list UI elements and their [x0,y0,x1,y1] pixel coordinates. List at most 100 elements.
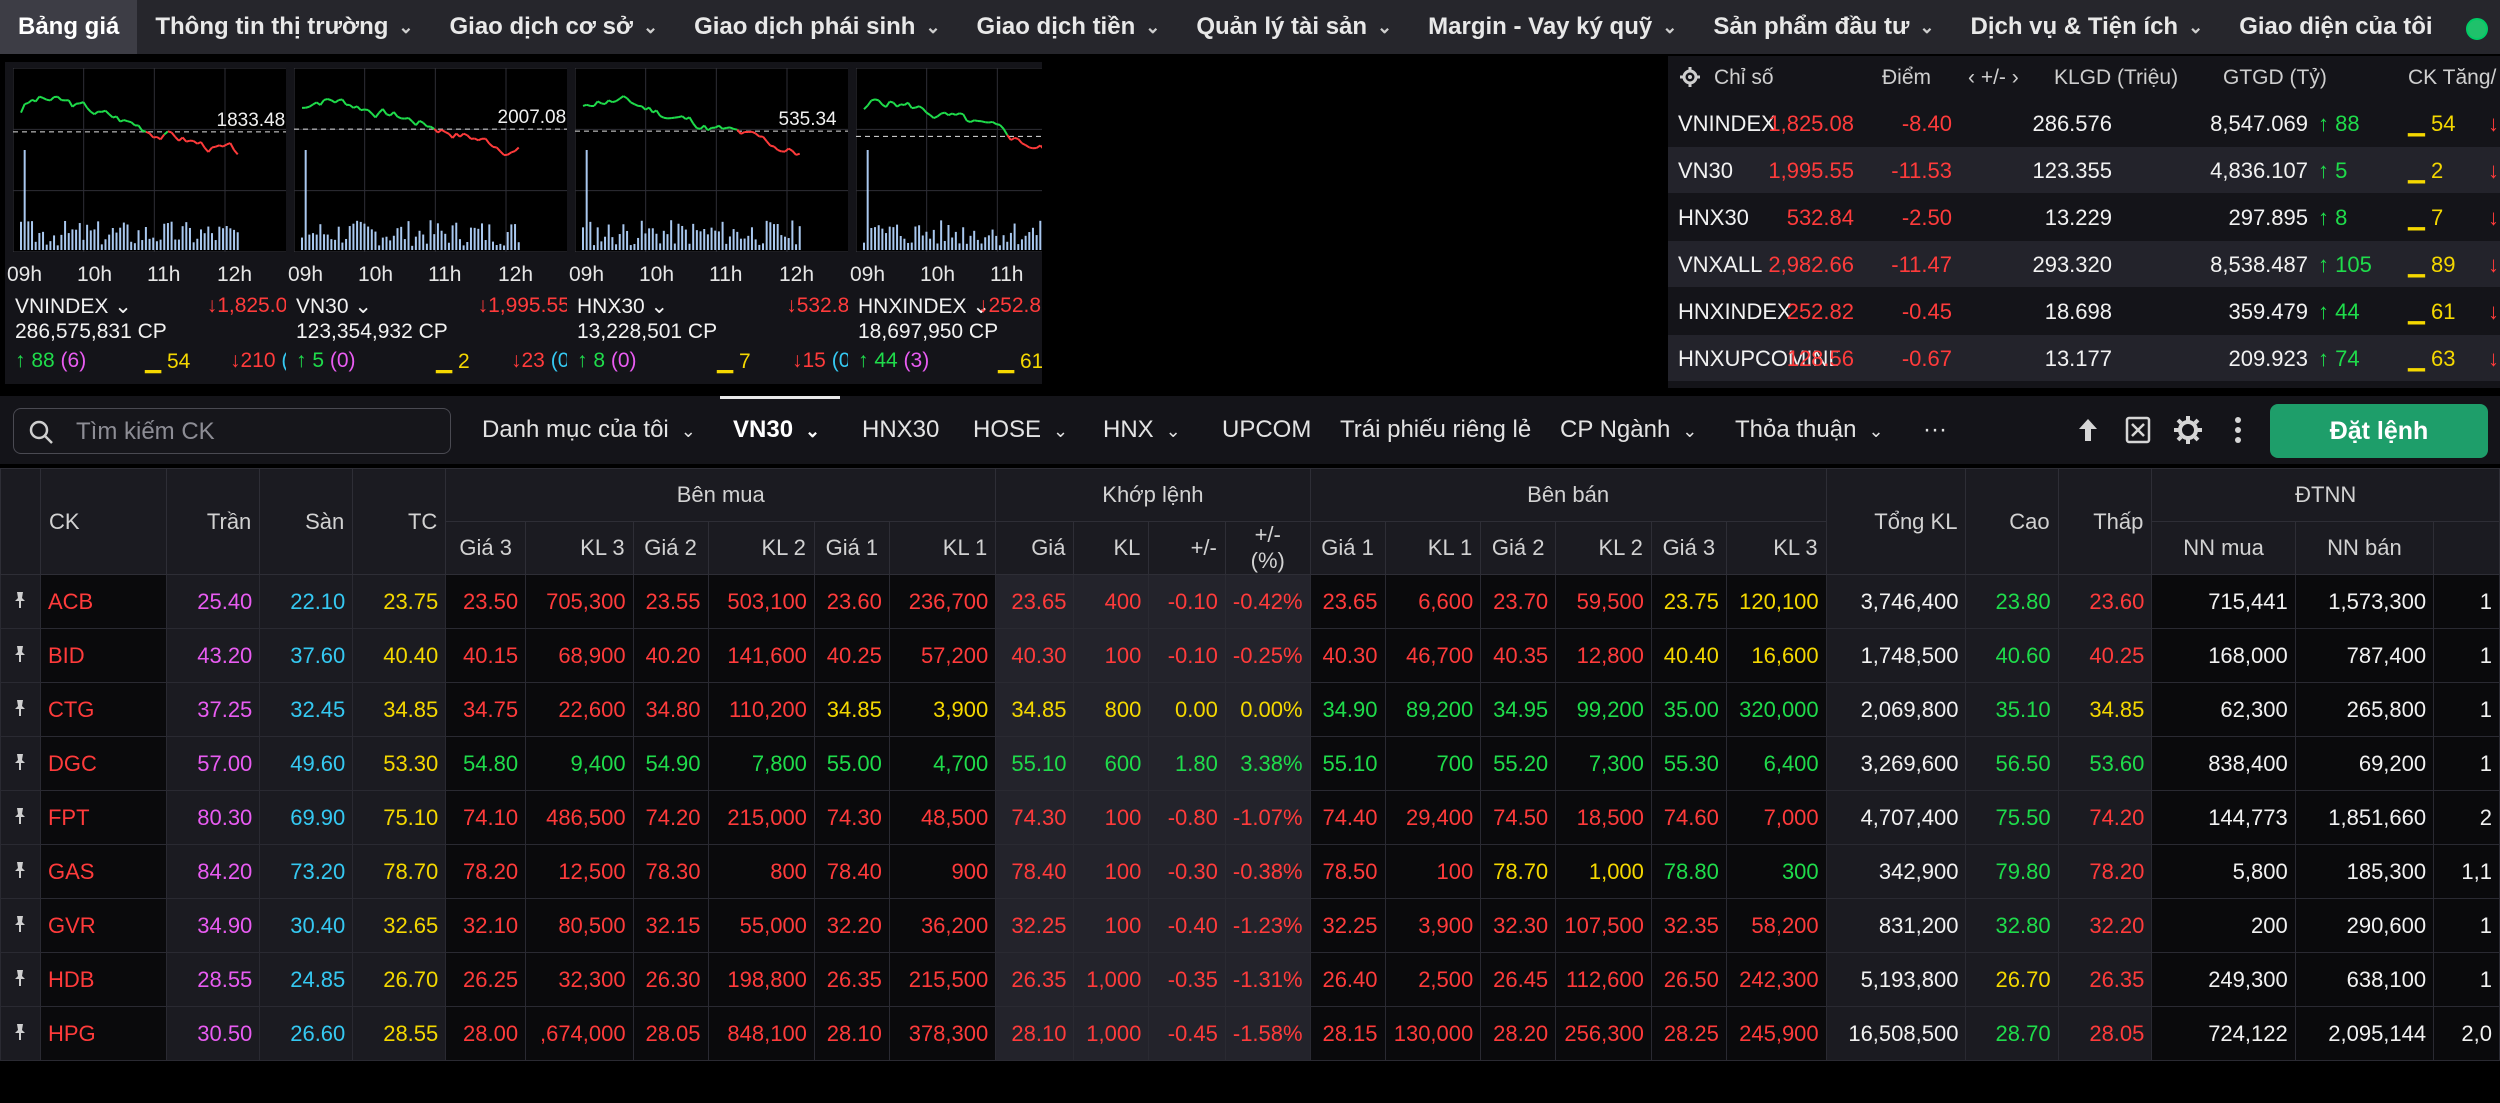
board-cell[interactable]: 26.35 [995,952,1075,1007]
board-cell[interactable]: 80,500 [525,898,634,953]
board-cell[interactable]: 40.25 [813,628,890,683]
board-cell[interactable]: 2,500 [1384,952,1482,1007]
board-cell[interactable]: 54.90 [632,736,709,791]
board-cell[interactable]: 400 [1073,574,1150,629]
pin-icon[interactable] [0,736,41,791]
board-cell[interactable]: 215,000 [707,790,815,845]
board-cell[interactable]: 23.55 [632,574,709,629]
board-cell[interactable]: 40.30 [995,628,1075,683]
board-cell[interactable]: 23.50 [445,574,527,629]
board-cell[interactable]: 23.70 [1480,574,1557,629]
board-cell[interactable]: 25.40 [166,574,261,629]
board-cell[interactable]: 3,900 [888,682,997,737]
board-cell[interactable]: 12,500 [525,844,634,899]
stock-symbol[interactable]: FPT [39,790,168,845]
board-cell[interactable]: -0.10 [1148,628,1226,683]
board-cell[interactable]: 120,100 [1725,574,1827,629]
board-cell[interactable]: 130,000 [1384,1006,1482,1061]
board-cell[interactable]: 78.80 [1650,844,1727,899]
board-cell[interactable]: 16,508,500 [1825,1006,1967,1061]
more-vertical-icon[interactable] [2222,414,2254,446]
board-cell[interactable]: 34.90 [1309,682,1386,737]
table-row[interactable]: ACB 25.40 22.10 23.75 23.50 705,300 23.55 503,1… [0,574,2500,629]
market-tab-8[interactable]: Thỏa thuận ⌄ [1735,416,1884,444]
board-cell[interactable]: 34.95 [1480,682,1557,737]
board-cell[interactable]: 32.65 [352,898,447,953]
board-cell[interactable]: 26.25 [445,952,527,1007]
board-cell[interactable]: 32.30 [1480,898,1557,953]
table-row[interactable]: FPT 80.30 69.90 75.10 74.10 486,500 74.20 215,0… [0,790,2500,845]
board-cell[interactable]: 78.40 [995,844,1075,899]
board-cell[interactable]: 1,000 [1555,844,1652,899]
stock-symbol[interactable]: GAS [39,844,168,899]
board-cell[interactable]: 300 [1725,844,1827,899]
stock-symbol[interactable]: HPG [39,1006,168,1061]
board-cell[interactable]: 18,500 [1555,790,1652,845]
board-cell[interactable]: 100 [1384,844,1482,899]
board-cell[interactable]: 74.30 [813,790,890,845]
board-cell[interactable]: 53.30 [352,736,447,791]
nav-item-2[interactable]: Giao dịch cơ sở ⌄ [431,0,676,54]
index-selector[interactable]: VNINDEX ⌄ [15,294,132,319]
board-cell[interactable]: 4,707,400 [1825,790,1967,845]
board-cell[interactable]: 215,500 [888,952,997,1007]
board-cell[interactable]: 55.00 [813,736,890,791]
board-cell[interactable]: -0.40 [1148,898,1226,953]
board-cell[interactable]: 55.10 [1309,736,1386,791]
board-cell[interactable]: 26.35 [813,952,890,1007]
board-cell[interactable]: -0.42% [1224,574,1311,629]
board-cell[interactable]: 75.10 [352,790,447,845]
stock-symbol[interactable]: ACB [39,574,168,629]
board-cell[interactable]: 58,200 [1725,898,1827,953]
board-cell[interactable]: 28.70 [1965,1006,2059,1061]
board-cell[interactable]: 74.50 [1480,790,1557,845]
board-cell[interactable]: ,674,000 [525,1006,634,1061]
board-cell[interactable]: 78.50 [1309,844,1386,899]
board-cell[interactable]: 23.75 [352,574,447,629]
board-cell[interactable]: 378,300 [888,1006,997,1061]
board-cell[interactable]: 486,500 [525,790,634,845]
board-cell[interactable]: 0.00 [1148,682,1226,737]
index-col-change[interactable]: ‹ +/- › [1968,66,2019,89]
board-cell[interactable]: 24.85 [259,952,354,1007]
pin-icon[interactable] [0,682,41,737]
stock-symbol[interactable]: GVR [39,898,168,953]
board-cell[interactable]: 78.30 [632,844,709,899]
board-cell[interactable]: 37.25 [166,682,261,737]
board-cell[interactable]: 30.50 [166,1006,261,1061]
board-cell[interactable]: 198,800 [707,952,815,1007]
arrow-up-icon[interactable] [2072,414,2104,446]
board-cell[interactable]: 74.30 [995,790,1075,845]
chart-hnxindex[interactable]: 253.2709h10h11h12h13hHNXINDEX ⌄↓252.82 (… [848,62,1042,384]
board-cell[interactable]: 22.10 [259,574,354,629]
index-row[interactable]: VNXALL 2,982.66 -11.47 293.320 8,538.487 ↑ 10… [1668,241,2500,287]
board-cell[interactable]: 6,600 [1384,574,1482,629]
board-cell[interactable]: 55.20 [1480,736,1557,791]
search-box[interactable] [13,408,451,454]
index-selector[interactable]: HNXINDEX ⌄ [858,294,990,319]
index-row[interactable]: VNINDEX 1,825.08 -8.40 286.576 8,547.069 ↑ 88… [1668,100,2500,146]
board-cell[interactable]: 74.10 [445,790,527,845]
board-cell[interactable]: 68,900 [525,628,634,683]
pin-icon[interactable] [0,952,41,1007]
table-row[interactable]: HPG 30.50 26.60 28.55 28.00,674,000 28.05 848,… [0,1006,2500,1061]
board-cell[interactable]: 16,600 [1725,628,1827,683]
board-cell[interactable]: 245,900 [1725,1006,1827,1061]
table-row[interactable]: CTG 37.25 32.45 34.85 34.75 22,600 34.80 110,20… [0,682,2500,737]
board-cell[interactable]: 55.30 [1650,736,1727,791]
nav-item-6[interactable]: Margin - Vay ký quỹ ⌄ [1410,0,1695,54]
pin-icon[interactable] [0,1006,41,1061]
board-cell[interactable]: 100 [1073,898,1150,953]
board-cell[interactable]: 43.20 [166,628,261,683]
board-cell[interactable]: 1.80 [1148,736,1226,791]
board-cell[interactable]: -0.45 [1148,1006,1226,1061]
place-order-button[interactable]: Đặt lệnh [2270,404,2488,458]
board-cell[interactable]: 69.90 [259,790,354,845]
board-cell[interactable]: 7,800 [707,736,815,791]
board-cell[interactable]: 100 [1073,844,1150,899]
board-cell[interactable]: 23.80 [1965,574,2059,629]
board-cell[interactable]: 40.20 [632,628,709,683]
pin-icon[interactable] [0,844,41,899]
board-cell[interactable]: 35.10 [1965,682,2059,737]
board-cell[interactable]: 503,100 [707,574,815,629]
